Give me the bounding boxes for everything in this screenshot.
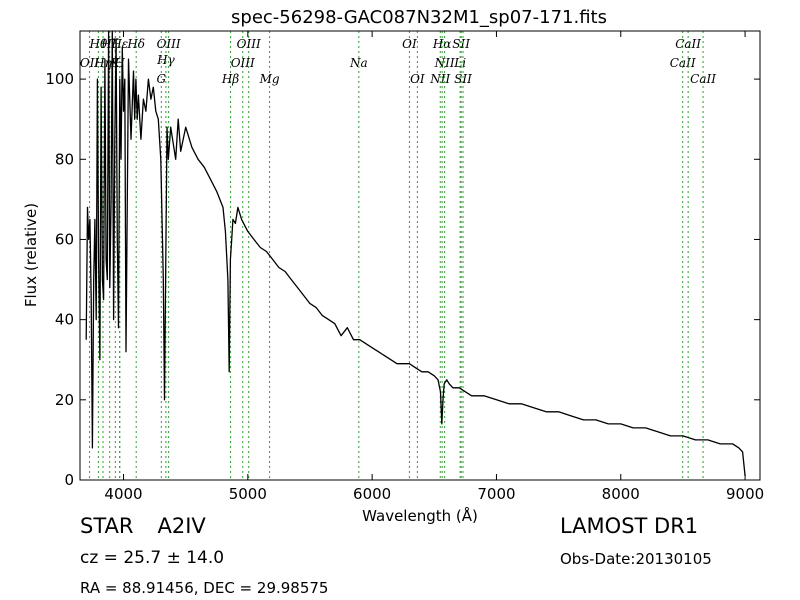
line-label-14: Mg — [259, 72, 280, 86]
survey-name: LAMOST DR1 — [560, 514, 699, 538]
line-label-26: CaII — [690, 72, 716, 86]
line-label-25: CaII — [675, 37, 701, 51]
line-label-15: Na — [349, 56, 368, 70]
line-label-24: CaII — [670, 56, 696, 70]
y-tick-label-5: 100 — [45, 70, 74, 88]
chart-title: spec-56298-GAC087N32M1_sp07-171.fits — [231, 7, 607, 28]
spectrum-series — [85, 30, 746, 477]
x-tick-label-4: 8000 — [602, 485, 640, 503]
redshift-cz: cz = 25.7 ± 14.0 — [80, 548, 225, 568]
y-tick-label-0: 0 — [64, 471, 74, 489]
line-label-21: Li — [453, 56, 466, 70]
object-class: STAR A2IV — [80, 514, 206, 538]
object-subclass: A2IV — [157, 514, 206, 538]
object-class-label: STAR — [80, 514, 134, 538]
y-tick-label-4: 80 — [55, 150, 74, 168]
line-label-22: SII — [452, 37, 470, 51]
line-label-16: OI — [402, 37, 417, 51]
plot-frame — [79, 30, 761, 481]
ra-dec-coordinates: RA = 88.91456, DEC = 29.98575 — [80, 579, 329, 597]
y-axis-label: Flux (relative) — [22, 203, 40, 307]
y-tick-label-1: 20 — [55, 391, 74, 409]
line-label-23: SII — [454, 72, 472, 86]
line-label-17: OI — [410, 72, 425, 86]
line-label-19: Hα — [432, 37, 452, 51]
y-tick-label-2: 40 — [55, 311, 74, 329]
x-tick-label-1: 5000 — [229, 485, 267, 503]
x-tick-label-0: 4000 — [104, 485, 142, 503]
line-label-20: NII — [434, 56, 455, 70]
line-label-11: Hβ — [221, 72, 239, 86]
line-label-0: OII — [80, 56, 100, 70]
observation-date: Obs-Date:20130105 — [560, 550, 712, 568]
y-axis-ticks: 0 20 40 60 80 100 — [45, 70, 760, 489]
y-tick-label-3: 60 — [55, 230, 74, 248]
x-tick-label-5: 9000 — [726, 485, 764, 503]
x-tick-label-3: 7000 — [477, 485, 515, 503]
x-axis-ticks: 4000 5000 6000 7000 8000 9000 — [104, 31, 764, 503]
x-axis-label: Wavelength (Å) — [362, 506, 478, 525]
line-label-18: NII — [429, 72, 450, 86]
line-label-8: G — [157, 72, 167, 86]
x-tick-label-2: 6000 — [353, 485, 391, 503]
spectrum-line-0 — [85, 30, 746, 477]
line-label-7: Hδ — [126, 37, 145, 51]
line-label-13: OIII — [237, 37, 261, 51]
line-label-10: OIII — [157, 37, 181, 51]
line-label-12: OIII — [231, 56, 255, 70]
line-label-6: Hε — [110, 37, 128, 51]
line-label-9: Hγ — [156, 53, 175, 67]
